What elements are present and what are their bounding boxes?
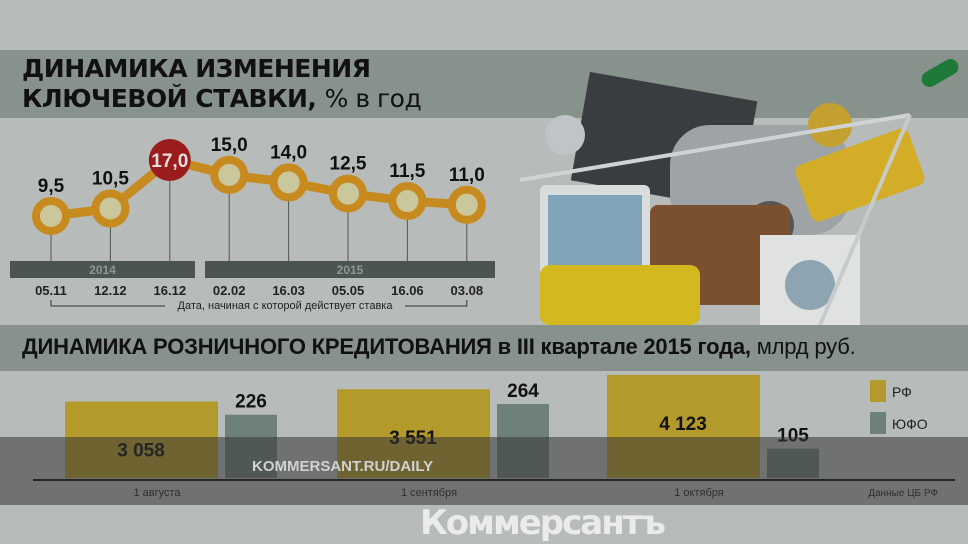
x-tick-label: 16.03 [272,283,305,298]
data-label: 11,0 [449,165,485,186]
legend-swatch-ufo [870,412,886,434]
title-main: ДИНАМИКА РОЗНИЧНОГО КРЕДИТОВАНИЯ в III к… [22,334,751,359]
bottom-title-band [0,325,968,371]
highlight-point [148,138,191,181]
legend-swatch-rf [870,380,886,402]
caption-bg [165,298,405,312]
bar-label-ufo: 226 [235,392,267,413]
year-bar-2014 [10,261,195,278]
x-axis-label: Дата, начиная с которой действует ставка [178,300,394,312]
bar-label-ufo: 264 [507,381,539,402]
data-label: 11,5 [389,161,425,182]
data-point [32,197,70,235]
title-line1: ДИНАМИКА ИЗМЕНЕНИЯ [22,54,371,83]
data-label: 17,0 [151,151,188,172]
credit-chart-title: ДИНАМИКА РОЗНИЧНОГО КРЕДИТОВАНИЯ в III к… [22,334,957,360]
title-unit: млрд руб. [756,334,856,359]
shopping-cart-illustration [520,59,959,325]
x-tick-label: 12.12 [94,283,127,298]
top-title-band [0,50,968,118]
bar-label-rf: 4 123 [659,414,707,435]
data-point [91,189,130,228]
data-point [388,182,427,221]
data-label: 12,5 [330,154,367,175]
x-tick-label: 05.05 [332,283,365,298]
data-point [210,155,249,194]
legend-label-ufo: ЮФО [892,416,928,432]
year-label: 2014 [89,263,116,277]
watermark-url[interactable]: KOMMERSANT.RU/DAILY [252,458,434,475]
year-bar-2015 [205,261,495,278]
kommersant-logo: Коммерсантъ [420,503,666,543]
rate-chart-title: ДИНАМИКА ИЗМЕНЕНИЯ КЛЮЧЕВОЙ СТАВКИ, % в … [22,54,422,114]
title-unit: % в год [324,84,422,113]
data-label: 14,0 [270,142,307,163]
year-label: 2015 [337,263,364,277]
x-tick-label: 03.08 [451,283,484,298]
watermark-band [0,437,968,505]
data-label: 9,5 [38,176,65,197]
x-tick-label: 05.11 [35,283,67,298]
title-line2: КЛЮЧЕВОЙ СТАВКИ, [22,84,317,113]
x-tick-label: 16.12 [154,283,187,298]
data-point [447,185,486,224]
x-tick-label: 16.06 [391,283,424,298]
data-point [329,174,367,213]
key-rate-chart: 2014 2015 9,5 05.11 10,5 12.12 17,0 16.12 15,0 02… [10,135,495,312]
data-label: 10,5 [92,169,129,190]
x-tick-label: 02.02 [213,283,246,298]
data-point [269,163,308,202]
data-label: 15,0 [211,135,248,156]
legend-label-rf: РФ [892,384,912,400]
